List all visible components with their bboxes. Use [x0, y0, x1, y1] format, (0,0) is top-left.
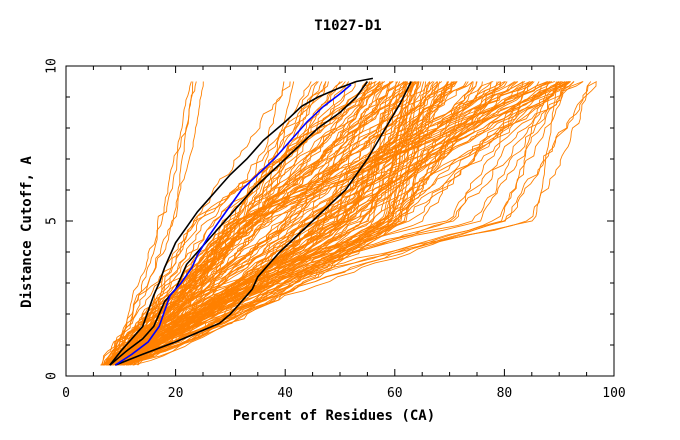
model-curve [106, 81, 204, 366]
model-curve [101, 81, 409, 366]
x-tick-label: 80 [497, 386, 513, 401]
model-curve [111, 81, 563, 366]
model-curve [125, 81, 534, 366]
model-curve [105, 81, 394, 366]
model-curve [125, 81, 453, 366]
model-curve [137, 81, 592, 366]
model-curve [119, 81, 431, 366]
model-curve [115, 81, 405, 366]
model-curve [102, 81, 285, 366]
model-curve [110, 81, 407, 366]
y-tick-label: 5 [45, 217, 60, 225]
model-curve [133, 81, 386, 366]
highlight-black-curve [109, 81, 369, 366]
model-curve [129, 81, 407, 366]
model-curve [110, 81, 291, 366]
model-curve [122, 81, 535, 366]
highlight-black-curve [115, 81, 412, 366]
highlight-black-curve [109, 77, 374, 366]
model-curve [121, 81, 474, 366]
y-tick-label: 0 [45, 372, 60, 380]
x-axis-title: Percent of Residues (CA) [233, 408, 435, 424]
model-curve [127, 81, 397, 366]
model-curve [113, 81, 555, 366]
model-curve [121, 81, 572, 366]
chart-title: T1027-D1 [314, 18, 381, 34]
x-tick-label: 100 [602, 386, 625, 401]
y-tick-label: 10 [45, 58, 60, 74]
model-curve [111, 81, 194, 366]
model-curve [108, 81, 197, 366]
x-tick-label: 0 [62, 386, 70, 401]
model-curve [119, 81, 458, 366]
highlight-blue-curve [114, 83, 352, 366]
x-tick-label: 40 [277, 386, 293, 401]
model-curve [123, 81, 498, 366]
model-curve [119, 81, 329, 366]
model-curve [103, 81, 371, 366]
ticks-layer: 0 20 40 60 80 100 0 5 10 [45, 58, 626, 401]
model-curve [126, 81, 515, 366]
model-curve [124, 81, 449, 366]
model-curve [105, 81, 455, 366]
x-tick-label: 60 [387, 386, 403, 401]
model-curve [110, 81, 356, 366]
x-tick-label: 20 [168, 386, 184, 401]
model-curve [126, 81, 584, 366]
model-curve [100, 81, 377, 366]
y-axis-title: Distance Cutoff, A [19, 156, 35, 308]
model-curve [125, 81, 411, 366]
series-layer [100, 77, 597, 366]
model-curve [108, 81, 502, 366]
model-curve [104, 81, 367, 366]
model-curve [110, 81, 438, 366]
